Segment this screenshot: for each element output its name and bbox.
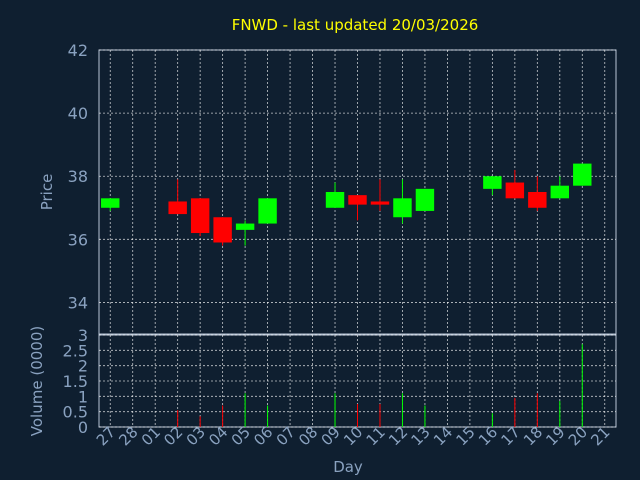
candle-body bbox=[573, 163, 592, 186]
candle-body bbox=[101, 198, 120, 208]
x-axis-label: Day bbox=[333, 458, 363, 476]
price-tick-label: 42 bbox=[68, 41, 88, 60]
candle-body bbox=[213, 217, 232, 243]
volume-axis-label: Volume (0000) bbox=[28, 326, 46, 436]
price-tick-label: 36 bbox=[68, 230, 88, 249]
volume-tick-label: 0 bbox=[78, 418, 88, 437]
candle-body bbox=[168, 201, 187, 215]
volume-bars bbox=[177, 344, 583, 427]
chart-title: FNWD - last updated 20/03/2026 bbox=[232, 16, 479, 34]
grid-lines bbox=[99, 49, 616, 428]
candle-body bbox=[393, 198, 412, 218]
price-tick-label: 40 bbox=[68, 104, 88, 123]
candle-body bbox=[348, 195, 367, 205]
volume-tick-label: 3 bbox=[78, 326, 88, 345]
candle-body bbox=[370, 201, 390, 205]
volume-tick-label: 2.5 bbox=[63, 341, 88, 360]
price-tick-label: 38 bbox=[68, 167, 88, 186]
volume-tick-label: 2 bbox=[78, 357, 88, 376]
price-axis-label: Price bbox=[38, 174, 56, 211]
candles bbox=[101, 163, 592, 246]
volume-tick-label: 1.5 bbox=[63, 372, 88, 391]
price-tick-label: 34 bbox=[68, 293, 88, 312]
x-tick-labels: 2728010203040506070809101112131415161718… bbox=[93, 423, 614, 449]
volume-tick-label: 1 bbox=[78, 387, 88, 406]
candle-body bbox=[483, 176, 502, 189]
candle-body bbox=[325, 192, 345, 208]
candle-body bbox=[505, 182, 525, 199]
candle-body bbox=[258, 198, 277, 224]
candle-body bbox=[235, 223, 255, 230]
y-tick-labels: 34 36 38 40 42 00.511.522.53 bbox=[63, 41, 88, 437]
candle-body bbox=[528, 192, 547, 208]
volume-tick-label: 0.5 bbox=[63, 403, 88, 422]
candle-body bbox=[190, 198, 210, 234]
candle-body bbox=[550, 185, 570, 199]
candle-body bbox=[415, 188, 435, 211]
